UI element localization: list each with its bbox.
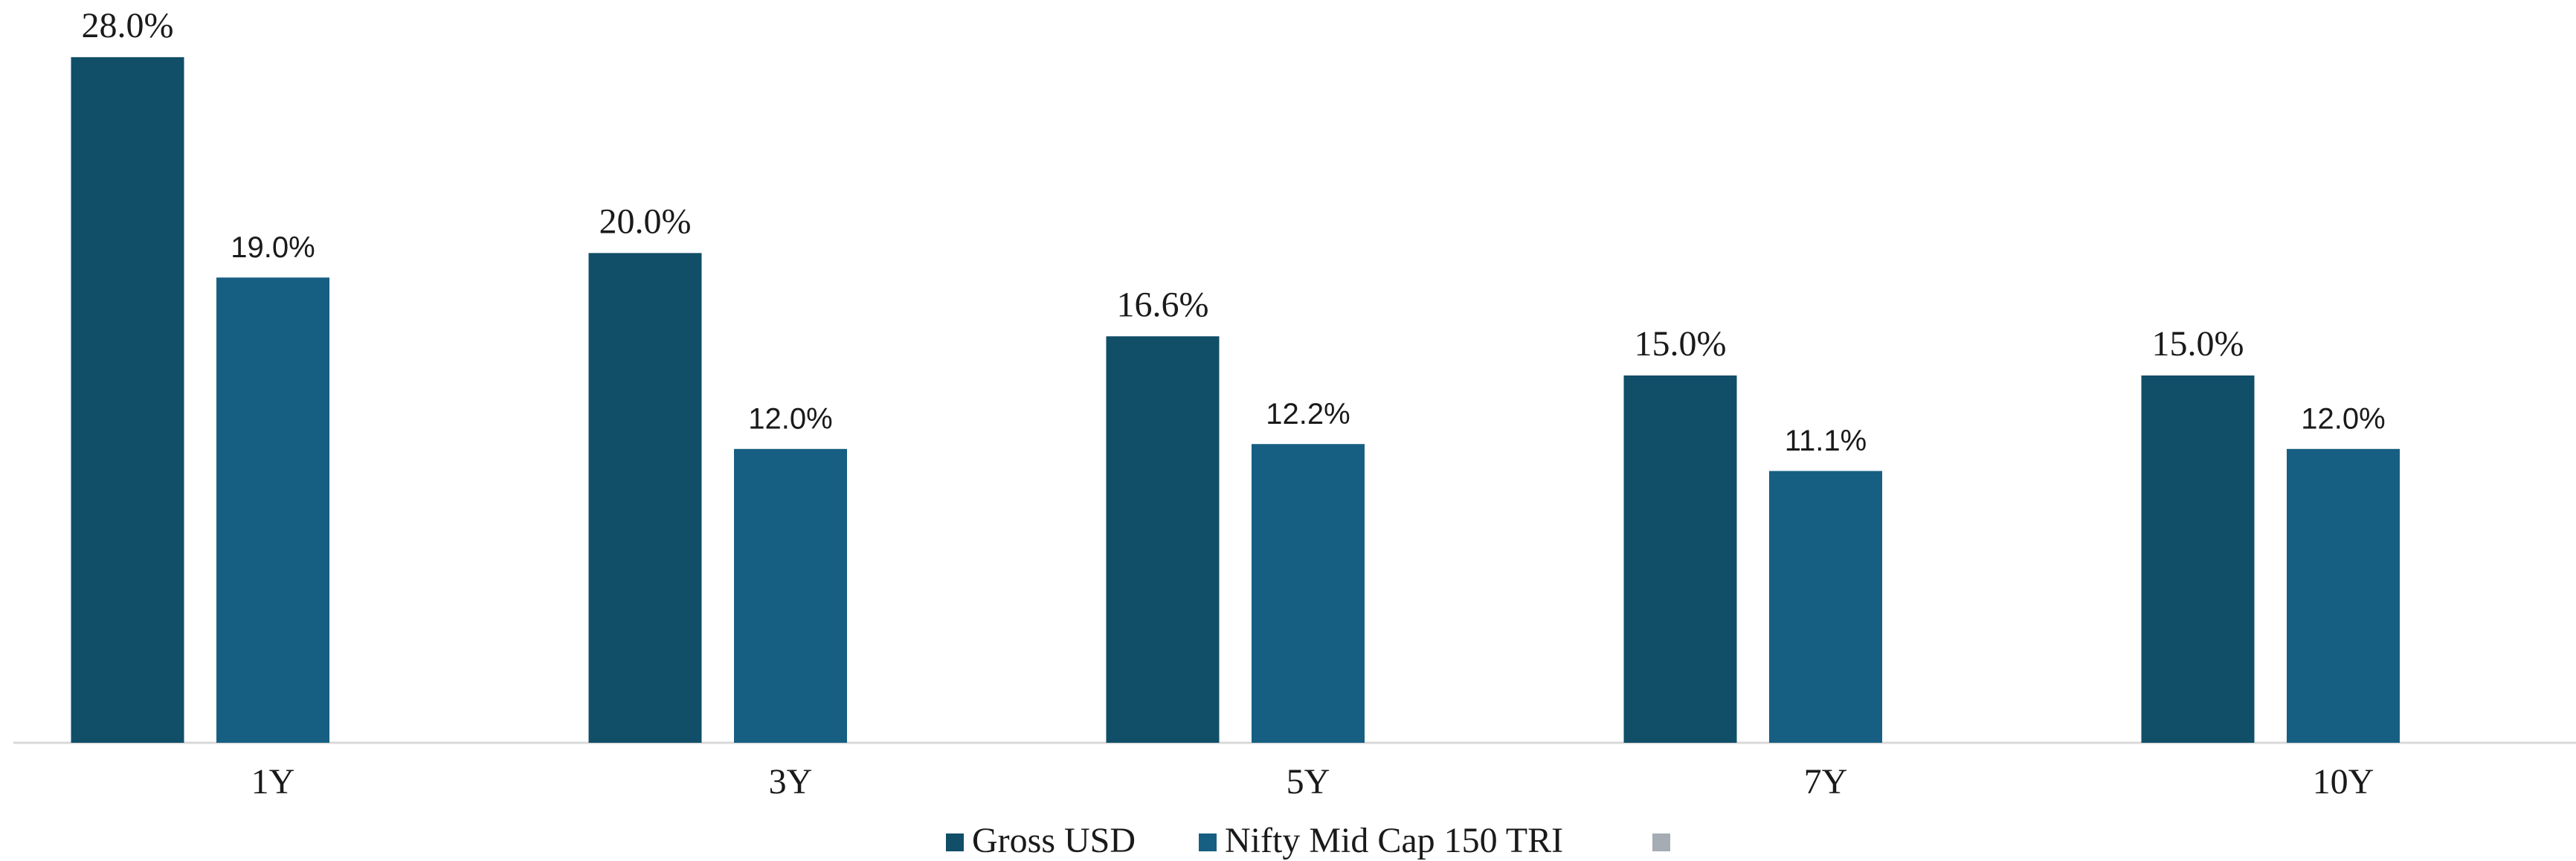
data-label: 12.2% [1266, 398, 1350, 430]
data-label: 11.1% [1785, 425, 1867, 457]
bar [2287, 448, 2400, 743]
x-tick-label: 3Y [769, 762, 813, 802]
bar [71, 57, 184, 743]
legend-label: Nifty Mid Cap 150 TRI [1225, 821, 1563, 860]
bar [2141, 375, 2255, 743]
bar [1252, 444, 1365, 743]
data-label: 12.0% [748, 402, 832, 435]
data-label: 15.0% [1635, 324, 1727, 364]
bar [1769, 471, 1882, 743]
x-tick-label: 1Y [251, 762, 295, 802]
legend-label: Gross USD [972, 821, 1136, 860]
legend-swatch [1652, 833, 1670, 851]
data-label: 28.0% [82, 6, 174, 45]
x-tick-label: 5Y [1287, 762, 1330, 802]
bar [1106, 336, 1220, 744]
legend-swatch [946, 833, 964, 851]
data-label: 20.0% [599, 201, 692, 241]
data-label: 16.6% [1117, 285, 1209, 324]
x-tick-label: 7Y [1804, 762, 1848, 802]
bar [734, 448, 847, 743]
bar [588, 253, 702, 743]
legend-swatch [1199, 833, 1217, 851]
data-label: 19.0% [231, 231, 315, 264]
x-tick-label: 10Y [2313, 762, 2374, 802]
bar [1623, 375, 1737, 743]
data-label: 15.0% [2152, 324, 2244, 364]
bar [216, 277, 329, 743]
data-label: 12.0% [2301, 402, 2385, 435]
